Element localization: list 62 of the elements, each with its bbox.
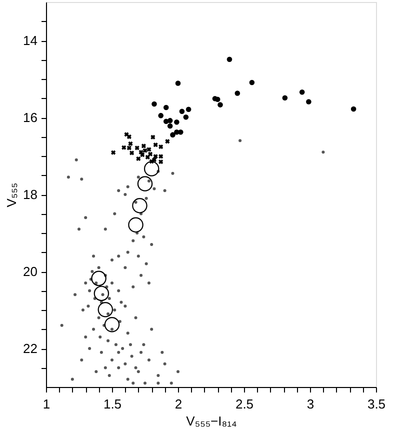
point [94,286,110,302]
point [165,139,170,144]
point [226,56,232,62]
point [132,198,148,214]
x-tick-label: 1.5 [103,396,122,412]
point [158,144,164,150]
point [142,148,148,153]
point [153,142,158,148]
point [167,118,173,124]
x-tick-label: 3.5 [367,396,386,412]
y-tick-label: 16 [23,110,38,125]
point [175,80,181,86]
point [150,134,156,140]
point [91,270,106,286]
x-tick-label: 2 [174,396,182,412]
point [158,154,164,159]
point [122,145,126,150]
point [152,158,157,162]
point [145,154,150,160]
point [137,176,153,192]
point [140,152,145,158]
point [126,134,132,140]
y-tick-label: 22 [23,341,38,356]
point [128,217,144,233]
point [144,161,160,176]
x-tick-label: 3 [306,396,314,412]
point [98,302,114,318]
y-tick-label: 18 [23,187,38,202]
point [146,147,152,152]
point [128,141,133,146]
x-axis-title: V₅₅₅−I₈₁₄ [186,414,237,428]
point [158,159,164,164]
point [148,152,153,156]
point [152,101,157,107]
point [104,317,120,332]
point [136,156,141,162]
point [249,80,255,86]
point [299,89,305,95]
point [306,99,312,104]
x-tick-label: 2.5 [235,396,254,412]
point [129,150,134,156]
point [218,102,223,108]
point [111,150,116,155]
point [158,112,164,118]
point [141,144,146,148]
point [126,146,132,150]
point [170,132,176,138]
point [186,106,192,112]
point [234,90,240,96]
point [183,114,189,120]
point [134,146,140,150]
y-axis-title: V₅₅₅ [4,182,20,208]
x-tick-label: 1 [42,396,50,412]
point [167,123,173,129]
point [153,154,158,159]
y-tick-label: 20 [23,264,38,279]
point [163,104,169,110]
point [179,108,185,114]
y-tick-label: 14 [23,33,38,48]
point [282,95,288,101]
point [350,106,356,112]
point [174,119,180,125]
